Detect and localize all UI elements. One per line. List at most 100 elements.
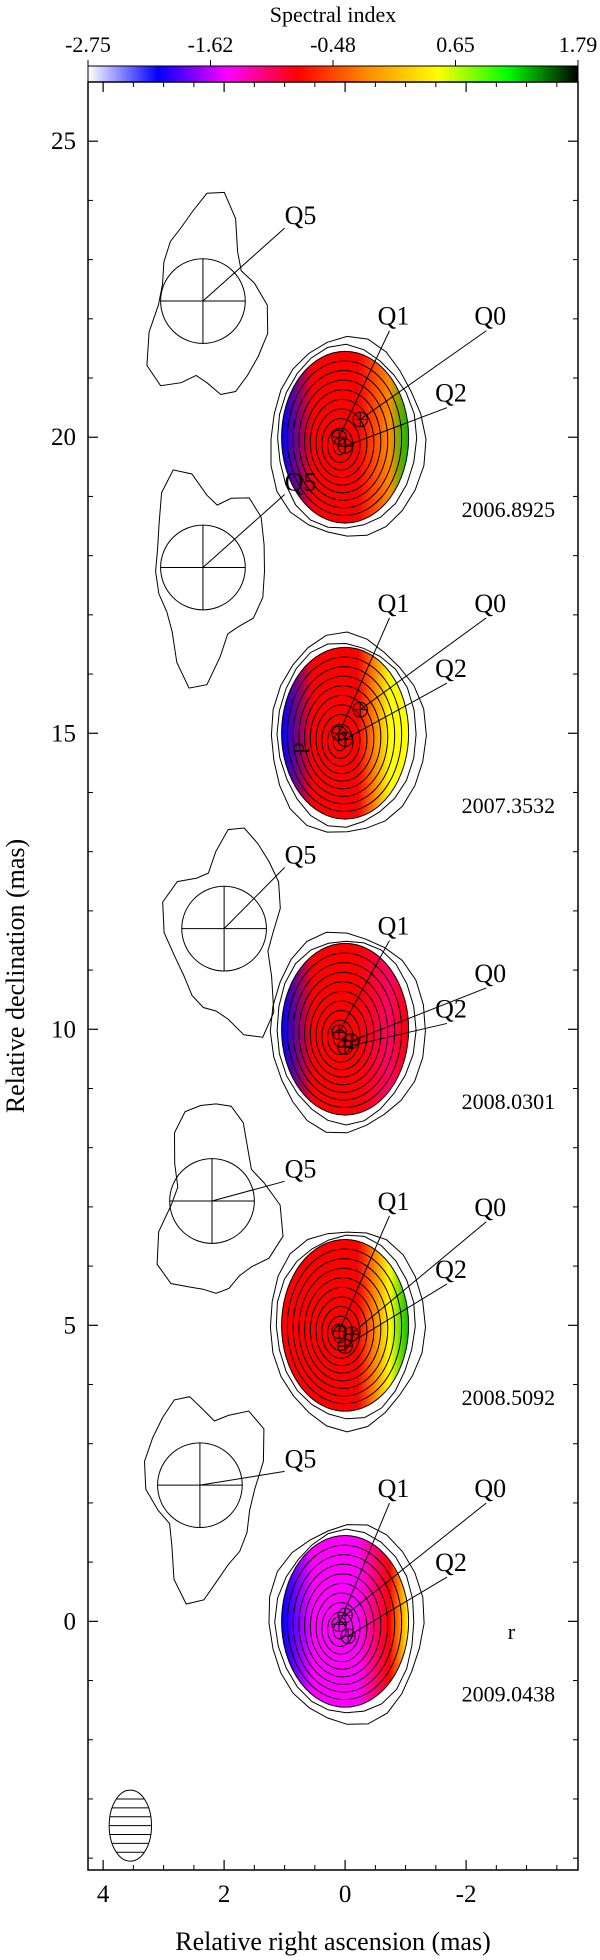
intensity-contour [286, 360, 403, 516]
colorbar-tick-label: -2.75 [65, 32, 111, 57]
x-tick-label: 4 [97, 1881, 110, 1908]
jet-contour [162, 827, 281, 1038]
intensity-contour [315, 704, 368, 775]
component-label: Q2 [435, 654, 467, 683]
epoch-label: 2006.8925 [462, 497, 556, 522]
y-tick-label: 25 [51, 128, 76, 155]
component-leader-q2 [344, 1283, 448, 1347]
intensity-contour [286, 1544, 403, 1701]
intensity-contour [321, 417, 361, 471]
component-leader-q0 [350, 1221, 487, 1335]
component-leader-q0 [350, 987, 487, 1042]
intensity-contour [309, 990, 375, 1078]
component-label: Q2 [435, 1548, 467, 1577]
intensity-contour [309, 398, 375, 486]
annotation-text: d [289, 743, 314, 754]
component-label: Q5 [285, 1154, 317, 1183]
annotation-text: a [582, 1619, 592, 1644]
intensity-contour [304, 685, 382, 790]
component-leader-q1 [338, 330, 390, 438]
epoch-maps: Q0 Q1 Q2 Q5 2006.8925 Q0 Q1 Q2 Q5 2007.3532 Q0 Q1 Q2… [108, 191, 592, 1862]
x-tick-label: -2 [456, 1881, 477, 1908]
intensity-contour [286, 952, 403, 1109]
intensity-contour [304, 389, 382, 494]
component-label: Q2 [435, 379, 467, 408]
x-axis-label: Relative right ascension (mas) [175, 1927, 491, 1956]
intensity-contour [309, 694, 375, 782]
core-contour [281, 350, 410, 524]
intensity-contour [309, 1286, 375, 1374]
intensity-contour [327, 1611, 354, 1648]
intensity-contour [286, 656, 403, 813]
core-contour [281, 942, 410, 1116]
spectral-index-core [281, 943, 409, 1116]
component-leader-q5 [211, 1180, 285, 1202]
intensity-contour [292, 962, 396, 1101]
jet-contour [155, 469, 266, 689]
y-axis-label: Relative declination (mas) [1, 839, 30, 1113]
intensity-contour [304, 1277, 382, 1382]
component-label: Q0 [474, 589, 506, 618]
epoch-label: 2009.0438 [462, 1681, 556, 1706]
y-tick-label: 20 [51, 424, 76, 451]
intensity-contour [315, 408, 368, 479]
component-label: Q1 [378, 589, 410, 618]
epoch-map: Q0 Q1 Q2 Q5 2006.8925 [146, 191, 556, 537]
colorbar-tick-labels: -2.75 -1.62 -0.48 0.65 1.79 [65, 32, 597, 66]
component-leader-q2 [344, 407, 448, 447]
jet-contour [146, 191, 269, 396]
intensity-contour [286, 1248, 403, 1405]
intensity-contour [298, 675, 389, 797]
component-leader-q1 [338, 617, 390, 734]
component-label: Q2 [435, 994, 467, 1023]
y-tick-label: 10 [51, 1016, 76, 1043]
plot-frame [87, 81, 579, 1871]
spectral-index-core [281, 1239, 409, 1412]
colorbar-title: Spectral index [270, 2, 396, 27]
component-label: Q0 [474, 1193, 506, 1222]
outer-contour [276, 642, 417, 828]
epoch-map: Q0 Q1 Q2 Q5 2008.0301 [162, 827, 555, 1134]
component-leader-q2 [344, 682, 448, 740]
component-leader-q5 [223, 867, 285, 929]
epoch-map: Q0 Q1 Q2 Q5 2009.0438 [143, 1396, 556, 1725]
intensity-contour [298, 971, 389, 1093]
x-tick-label: 0 [339, 1881, 352, 1908]
component-leader-q2 [344, 1022, 448, 1048]
component-label: Q0 [474, 302, 506, 331]
outer-contour [275, 1234, 416, 1420]
outer-contour [269, 931, 426, 1134]
intensity-contour [304, 1573, 382, 1678]
colorbar-tick-label: -0.48 [310, 32, 356, 57]
epoch-map: Q0 Q1 Q2 Q5 2007.3532 [155, 468, 556, 833]
intensity-contour [292, 370, 396, 509]
intensity-contour [327, 1019, 354, 1055]
component-label: Q2 [435, 1255, 467, 1284]
outer-contour [274, 1528, 415, 1714]
intensity-contour [321, 1306, 361, 1359]
outer-contour [270, 631, 427, 833]
core-contour [281, 1238, 410, 1412]
component-label: Q0 [474, 959, 506, 988]
intensity-contour [321, 1602, 361, 1655]
component-label: Q1 [378, 912, 410, 941]
component-label: Q5 [285, 1444, 317, 1473]
core-contour [281, 646, 410, 820]
intensity-contour [298, 379, 389, 501]
intensity-contour [304, 981, 382, 1086]
component-leader-q0 [359, 617, 487, 710]
component-label: Q5 [285, 201, 317, 230]
component-leader-q1 [338, 940, 390, 1033]
component-label: Q0 [474, 1474, 506, 1503]
intensity-contour [315, 1296, 368, 1367]
component-leader-q5 [202, 494, 285, 568]
x-tick-label: 2 [218, 1881, 231, 1908]
component-leader-q0 [344, 1502, 487, 1616]
component-leader-q5 [199, 1470, 285, 1486]
epoch-label: 2007.3532 [462, 793, 556, 818]
jet-contour [143, 1396, 265, 1605]
component-label: Q5 [285, 841, 317, 870]
y-tick-label: 5 [64, 1312, 77, 1339]
